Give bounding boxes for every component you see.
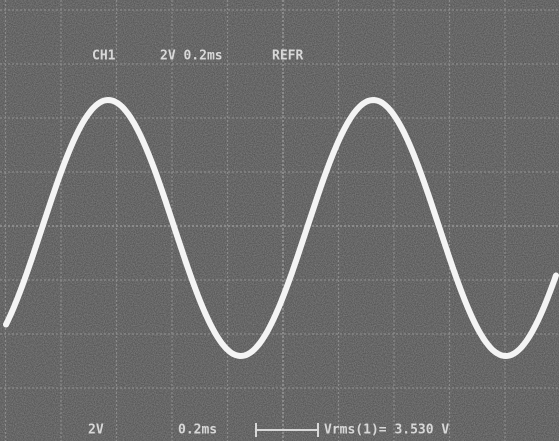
time-per-div: 0.2ms xyxy=(178,423,217,438)
oscilloscope-screen: CH1 2V 0.2ms REFR 2V 0.2ms Vrms(1)= 3.53… xyxy=(0,0,559,441)
channel-label: CH1 xyxy=(92,49,116,64)
page: CH1 2V 0.2ms REFR 2V 0.2ms Vrms(1)= 3.53… xyxy=(0,0,559,441)
measurement: Vrms(1)= 3.530 V xyxy=(324,423,449,438)
volts-per-div: 2V xyxy=(88,423,104,438)
mode-label: REFR xyxy=(272,49,303,64)
screen-noise xyxy=(0,0,559,441)
scale-label: 2V 0.2ms xyxy=(160,49,223,64)
